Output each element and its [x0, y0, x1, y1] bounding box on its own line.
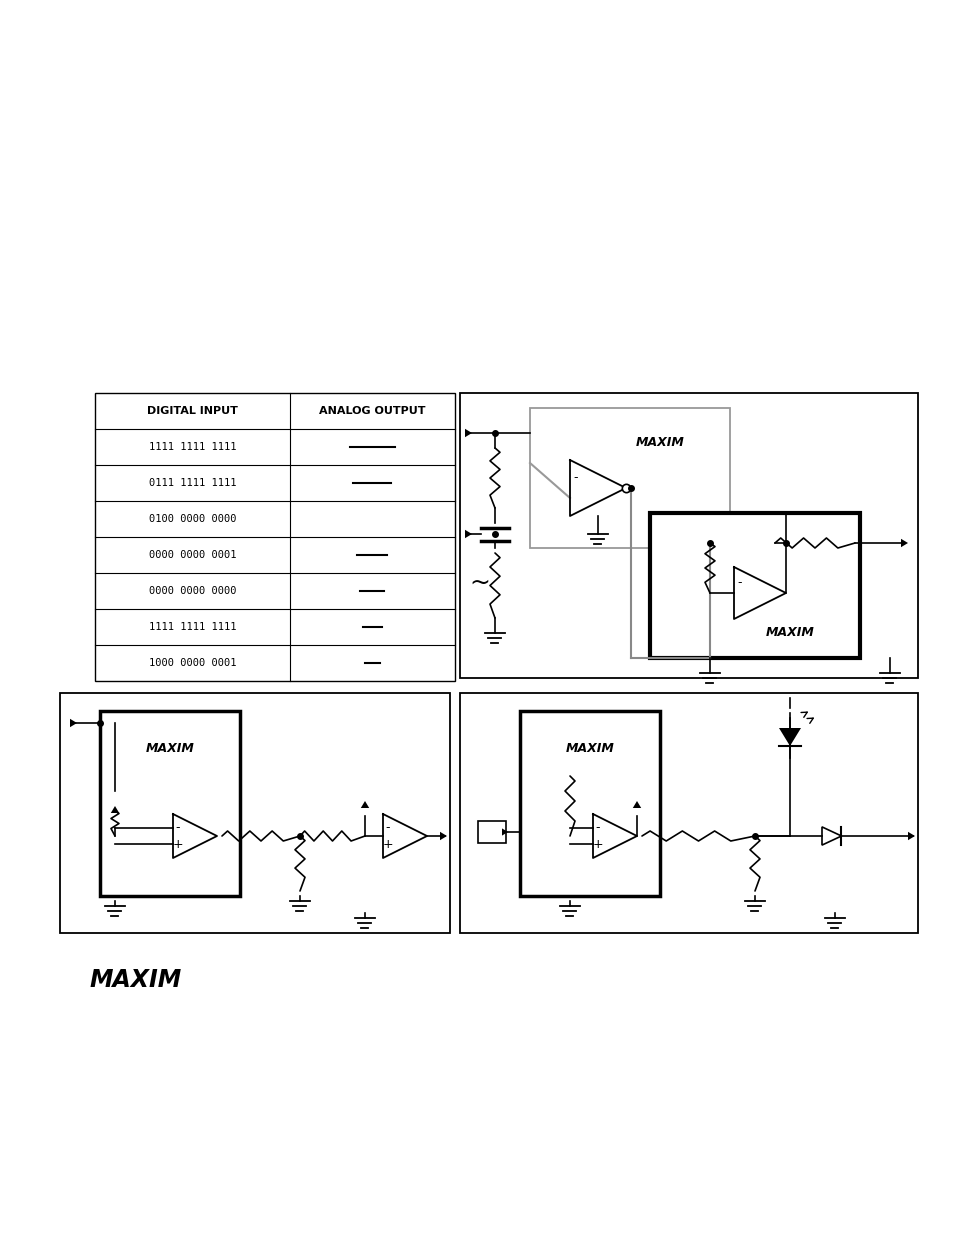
Polygon shape	[464, 429, 472, 437]
Polygon shape	[439, 832, 447, 840]
Text: -: -	[737, 577, 741, 589]
Text: -: -	[175, 821, 180, 835]
Polygon shape	[900, 538, 907, 547]
Bar	[530, 408, 729, 548]
Bar	[519, 711, 659, 897]
Text: MAXIM: MAXIM	[635, 436, 683, 450]
Text: DIGITAL INPUT: DIGITAL INPUT	[147, 406, 237, 416]
Text: ~: ~	[469, 571, 490, 595]
Text: MAXIM: MAXIM	[90, 968, 182, 992]
Text: +: +	[382, 837, 393, 851]
Text: 0000 0000 0001: 0000 0000 0001	[149, 550, 236, 559]
Bar	[60, 693, 450, 932]
Bar	[649, 513, 859, 658]
Text: 0100 0000 0000: 0100 0000 0000	[149, 514, 236, 524]
Polygon shape	[907, 832, 914, 840]
Polygon shape	[632, 802, 640, 808]
Text: +: +	[172, 837, 183, 851]
Text: MAXIM: MAXIM	[565, 742, 614, 756]
Text: ANALOG OUTPUT: ANALOG OUTPUT	[319, 406, 425, 416]
Text: 1111 1111 1111: 1111 1111 1111	[149, 622, 236, 632]
Text: -: -	[595, 821, 599, 835]
Bar	[459, 693, 917, 932]
Text: 1111 1111 1111: 1111 1111 1111	[149, 442, 236, 452]
Polygon shape	[70, 719, 77, 727]
Bar	[100, 711, 240, 897]
Bar	[95, 393, 455, 680]
Text: 1000 0000 0001: 1000 0000 0001	[149, 658, 236, 668]
Text: -: -	[573, 472, 578, 484]
Text: MAXIM: MAXIM	[146, 742, 194, 756]
Bar	[477, 821, 505, 844]
Polygon shape	[111, 806, 119, 813]
Polygon shape	[464, 530, 472, 538]
Polygon shape	[501, 829, 507, 836]
Text: +: +	[592, 837, 602, 851]
Text: MAXIM: MAXIM	[764, 626, 814, 640]
Text: 0111 1111 1111: 0111 1111 1111	[149, 478, 236, 488]
Text: -: -	[385, 821, 390, 835]
Polygon shape	[821, 827, 841, 845]
Bar	[459, 393, 917, 678]
Polygon shape	[360, 802, 369, 808]
Text: 0000 0000 0000: 0000 0000 0000	[149, 585, 236, 597]
Polygon shape	[779, 727, 801, 746]
